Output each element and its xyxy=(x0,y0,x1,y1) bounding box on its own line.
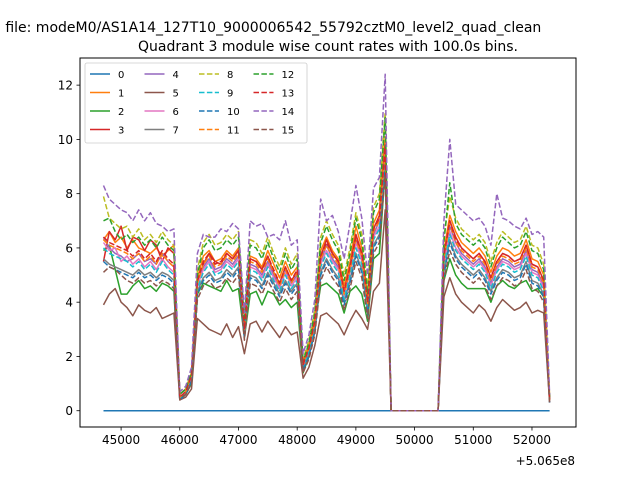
legend-label-15: 15 xyxy=(282,126,295,137)
y-axis: 0 2 4 6 8 10 12 xyxy=(58,79,80,418)
series-line-14 xyxy=(102,73,551,412)
y-tick-label: 6 xyxy=(65,241,73,255)
legend-label-13: 13 xyxy=(282,89,295,100)
x-tick-label: 45000 xyxy=(102,433,140,447)
legend-label-4: 4 xyxy=(173,70,179,81)
x-tick-label: 49000 xyxy=(337,433,375,447)
legend-label-11: 11 xyxy=(227,126,240,137)
x-axis: 45000 46000 47000 48000 49000 50000 51000 52000 xyxy=(102,427,551,447)
y-tick-label: 8 xyxy=(65,187,73,201)
legend-label-3: 3 xyxy=(118,126,124,137)
y-tick-label: 4 xyxy=(65,296,73,310)
x-tick-label: 51000 xyxy=(454,433,492,447)
x-tick-label: 52000 xyxy=(513,433,551,447)
series-line-11 xyxy=(102,149,551,412)
y-tick-label: 10 xyxy=(58,133,73,147)
series-line-15 xyxy=(102,173,551,412)
legend-label-6: 6 xyxy=(173,107,179,118)
legend-label-14: 14 xyxy=(282,107,295,118)
legend-label-10: 10 xyxy=(227,107,240,118)
x-offset-label: +5.065e8 xyxy=(516,454,575,468)
x-tick-label: 50000 xyxy=(395,433,433,447)
series-line-10 xyxy=(102,165,551,412)
x-tick-label: 46000 xyxy=(161,433,199,447)
legend-label-9: 9 xyxy=(227,89,233,100)
legend-label-8: 8 xyxy=(227,70,233,81)
x-tick-label: 47000 xyxy=(219,433,257,447)
y-tick-label: 0 xyxy=(65,404,73,418)
legend-label-0: 0 xyxy=(118,70,124,81)
figure-suptitle: n file: modeM0/AS1A14_127T10_9000006542_… xyxy=(0,20,541,36)
legend-label-2: 2 xyxy=(118,107,124,118)
legend-label-7: 7 xyxy=(173,126,179,137)
chart-title: Quadrant 3 module wise count rates with … xyxy=(138,39,518,55)
y-tick-label: 2 xyxy=(65,350,73,364)
legend-label-5: 5 xyxy=(173,89,179,100)
legend-label-12: 12 xyxy=(282,70,295,81)
legend-box xyxy=(84,62,308,144)
y-tick-label: 12 xyxy=(58,79,73,93)
x-tick-label: 48000 xyxy=(278,433,316,447)
legend-label-1: 1 xyxy=(118,89,124,100)
plot-lines xyxy=(102,73,551,412)
series-line-12 xyxy=(103,116,551,412)
axes-frame xyxy=(79,57,577,428)
